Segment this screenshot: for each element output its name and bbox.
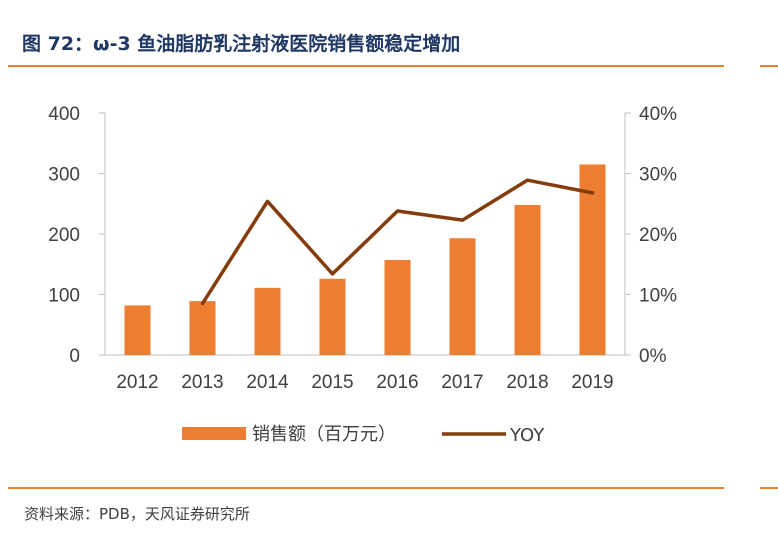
- bar: [254, 287, 281, 355]
- x-tick-label: 2017: [441, 372, 483, 393]
- bar: [124, 305, 151, 355]
- right-tick-label: 30%: [639, 165, 677, 186]
- right-tick-label: 20%: [639, 225, 677, 246]
- right-tick-label: 0%: [639, 346, 667, 367]
- bar: [189, 301, 216, 355]
- top-rule: [8, 65, 724, 67]
- left-tick-label: 0: [69, 346, 80, 367]
- top-rule-end: [760, 65, 778, 67]
- x-tick-label: 2012: [116, 372, 158, 393]
- bottom-rule: [8, 487, 724, 489]
- bar: [384, 260, 411, 355]
- right-tick-label: 10%: [639, 286, 677, 307]
- legend-line-label: YOY: [509, 425, 545, 446]
- left-tick-label: 300: [48, 165, 80, 186]
- bar: [579, 164, 606, 355]
- source-note: 资料来源：PDB，天风证券研究所: [24, 505, 250, 523]
- left-tick-label: 400: [48, 104, 80, 125]
- x-tick-label: 2016: [376, 372, 418, 393]
- legend-bar-label: 销售额（百万元）: [252, 424, 396, 445]
- x-tick-label: 2015: [311, 372, 353, 393]
- left-tick-label: 200: [48, 225, 80, 246]
- bar-series: [124, 164, 606, 355]
- legend: 销售额（百万元） YOY: [182, 424, 545, 446]
- left-tick-label: 100: [48, 286, 80, 307]
- line-series: [200, 178, 595, 306]
- axes: [104, 113, 626, 356]
- left-axis-ticks: 0 100 200 300 400: [48, 104, 105, 367]
- right-axis-ticks: 0% 10% 20% 30% 40%: [625, 104, 677, 367]
- x-axis-ticks: 2012 2013 2014 2015 2016 2017 2018 2019: [116, 372, 613, 393]
- right-tick-label: 40%: [639, 104, 677, 125]
- legend-bar-swatch: [182, 427, 246, 440]
- figure-title: 图 72：ω-3 鱼油脂肪乳注射液医院销售额稳定增加: [22, 33, 461, 55]
- x-tick-label: 2018: [506, 372, 548, 393]
- x-tick-label: 2013: [181, 372, 223, 393]
- x-tick-label: 2019: [571, 372, 613, 393]
- bar: [319, 278, 346, 355]
- bar: [514, 204, 541, 355]
- bar: [449, 238, 476, 355]
- x-tick-label: 2014: [246, 372, 289, 393]
- bottom-rule-end: [760, 487, 778, 489]
